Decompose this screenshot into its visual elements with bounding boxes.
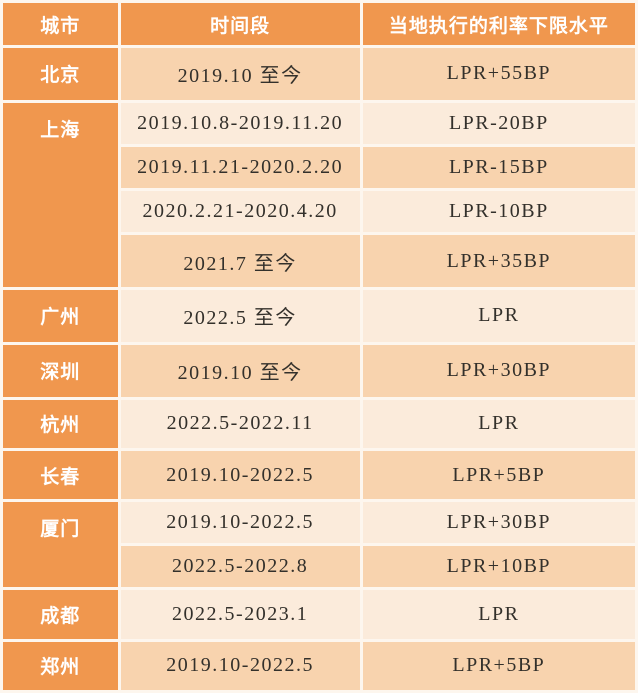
rate-cell: LPR+30BP bbox=[362, 502, 635, 544]
table-row: 北京 2019.10 至今 LPR+55BP bbox=[3, 48, 635, 100]
city-cell-shanghai: 上海 bbox=[3, 102, 118, 287]
city-cell-guangzhou: 广州 bbox=[3, 289, 118, 342]
city-cell-xiamen: 厦门 bbox=[3, 502, 118, 588]
header-cell-rate: 当地执行的利率下限水平 bbox=[362, 3, 635, 45]
rate-cell: LPR+35BP bbox=[362, 235, 635, 287]
city-cell-chengdu: 成都 bbox=[3, 590, 118, 639]
rate-cell: LPR bbox=[362, 399, 635, 448]
rate-cell: LPR+30BP bbox=[362, 344, 635, 397]
city-cell-zhengzhou: 郑州 bbox=[3, 641, 118, 690]
rate-cell: LPR+10BP bbox=[362, 546, 635, 588]
period-cell: 2022.5-2023.1 bbox=[120, 590, 360, 639]
period-cell: 2019.10 至今 bbox=[120, 344, 360, 397]
city-cell-shenzhen: 深圳 bbox=[3, 344, 118, 397]
table-row: 厦门 2019.10-2022.5 LPR+30BP bbox=[3, 502, 635, 588]
table-row: 郑州 2019.10-2022.5 LPR+5BP bbox=[3, 641, 635, 690]
period-cell: 2022.5-2022.8 bbox=[120, 546, 360, 588]
period-cell: 2022.5-2022.11 bbox=[120, 399, 360, 448]
header-cell-city: 城市 bbox=[3, 3, 118, 45]
rate-cell: LPR-15BP bbox=[362, 146, 635, 189]
table-row: 2019.11.21-2020.2.20 LPR-15BP bbox=[3, 146, 635, 189]
rate-cell: LPR-20BP bbox=[362, 102, 635, 144]
city-cell-beijing: 北京 bbox=[3, 48, 118, 100]
table-row: 2022.5-2022.8 LPR+10BP bbox=[3, 546, 635, 588]
rate-cell: LPR+5BP bbox=[362, 450, 635, 500]
table-row: 2021.7 至今 LPR+35BP bbox=[3, 235, 635, 287]
table-row: 杭州 2022.5-2022.11 LPR bbox=[3, 399, 635, 448]
city-cell-hangzhou: 杭州 bbox=[3, 399, 118, 448]
table-row: 上海 2019.10.8-2019.11.20 LPR-20BP bbox=[3, 102, 635, 287]
period-cell: 2022.5 至今 bbox=[120, 289, 360, 342]
period-cell: 2019.10-2022.5 bbox=[120, 641, 360, 690]
rate-cell: LPR-10BP bbox=[362, 191, 635, 233]
rate-cell: LPR+5BP bbox=[362, 641, 635, 690]
table-row: 长春 2019.10-2022.5 LPR+5BP bbox=[3, 450, 635, 500]
table-row: 成都 2022.5-2023.1 LPR bbox=[3, 590, 635, 639]
header-cell-period: 时间段 bbox=[120, 3, 360, 45]
rate-cell: LPR+55BP bbox=[362, 48, 635, 100]
city-cell-changchun: 长春 bbox=[3, 450, 118, 500]
table-row: 广州 2022.5 至今 LPR bbox=[3, 289, 635, 342]
rate-cell: LPR bbox=[362, 590, 635, 639]
period-cell: 2019.10-2022.5 bbox=[120, 502, 360, 544]
header-row: 城市 时间段 当地执行的利率下限水平 bbox=[3, 3, 635, 45]
table-row: 2020.2.21-2020.4.20 LPR-10BP bbox=[3, 191, 635, 233]
period-cell: 2019.10-2022.5 bbox=[120, 450, 360, 500]
period-cell: 2019.11.21-2020.2.20 bbox=[120, 146, 360, 189]
table-row: 深圳 2019.10 至今 LPR+30BP bbox=[3, 344, 635, 397]
period-cell: 2020.2.21-2020.4.20 bbox=[120, 191, 360, 233]
period-cell: 2019.10 至今 bbox=[120, 48, 360, 100]
period-cell: 2019.10.8-2019.11.20 bbox=[120, 102, 360, 144]
period-cell: 2021.7 至今 bbox=[120, 235, 360, 287]
rate-cell: LPR bbox=[362, 289, 635, 342]
